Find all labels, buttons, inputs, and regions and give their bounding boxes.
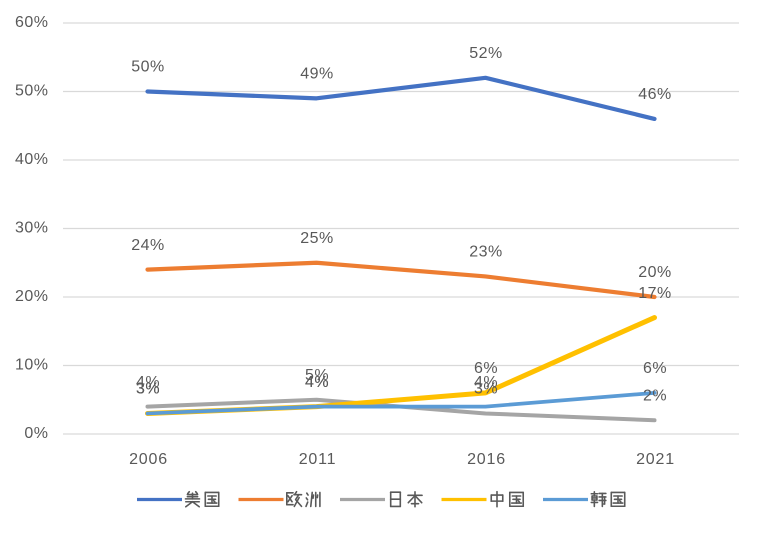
svg-text:46%: 46% [638,86,672,103]
svg-text:25%: 25% [300,230,334,247]
svg-text:30%: 30% [15,220,49,237]
svg-text:40%: 40% [15,151,49,168]
svg-text:24%: 24% [131,237,165,254]
svg-text:2011: 2011 [299,451,337,468]
svg-text:4%: 4% [474,374,498,391]
svg-text:4%: 4% [305,374,329,391]
svg-text:20%: 20% [638,264,672,281]
svg-text:23%: 23% [469,244,503,261]
svg-text:3%: 3% [136,381,160,398]
svg-text:2021: 2021 [636,451,675,468]
svg-text:2%: 2% [643,388,667,405]
svg-text:2016: 2016 [467,451,506,468]
svg-text:10%: 10% [15,357,49,374]
svg-text:2006: 2006 [129,451,168,468]
svg-text:17%: 17% [638,285,672,302]
svg-text:50%: 50% [131,59,165,76]
svg-text:60%: 60% [15,14,49,31]
svg-text:49%: 49% [300,66,334,83]
svg-text:50%: 50% [15,83,49,100]
svg-text:0%: 0% [24,425,48,442]
svg-text:6%: 6% [643,360,667,377]
svg-text:20%: 20% [15,288,49,305]
svg-text:52%: 52% [469,45,503,62]
